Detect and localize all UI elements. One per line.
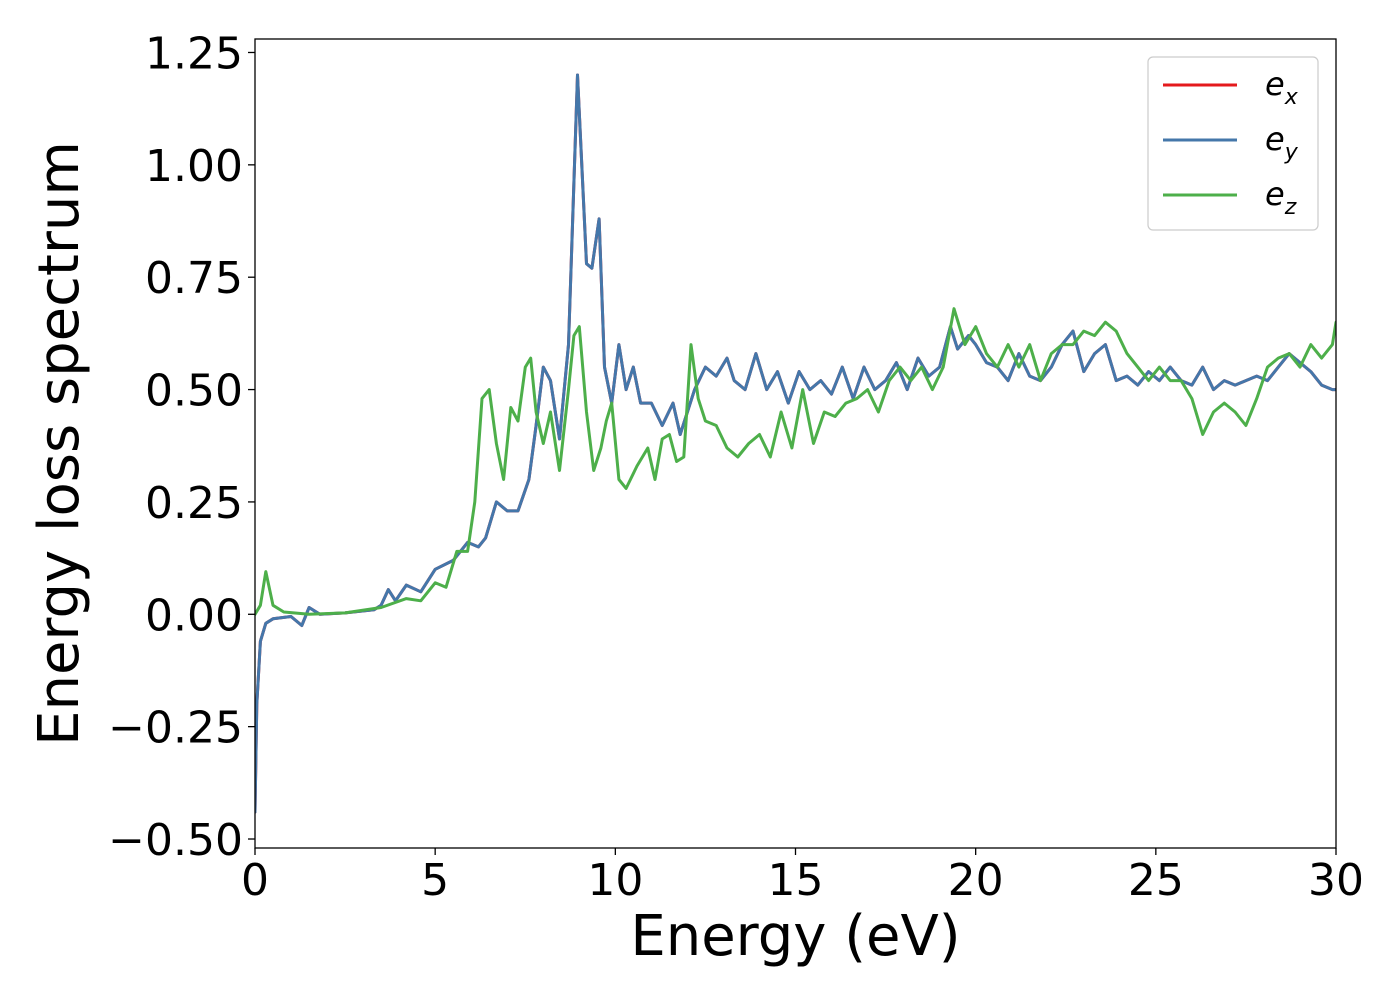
y-tick-label: 0.50 <box>145 366 243 417</box>
legend: ex ey ez <box>1147 56 1319 231</box>
x-tick-label: 5 <box>421 855 449 906</box>
x-axis-title: Energy (eV) <box>630 904 960 969</box>
x-tick-label: 10 <box>587 855 643 906</box>
y-tick-label: −0.25 <box>108 703 243 754</box>
x-tick-label: 20 <box>948 855 1004 906</box>
y-tick-label: 1.00 <box>145 141 243 192</box>
legend-label-z: ez <box>1265 175 1297 220</box>
series-line-z <box>255 307 1336 616</box>
x-tick-label: 0 <box>241 855 269 906</box>
legend-label-x: ex <box>1265 65 1299 110</box>
x-tick-label: 30 <box>1308 855 1364 906</box>
y-tick-label: 0.75 <box>145 253 243 304</box>
x-tick-label: 15 <box>768 855 824 906</box>
series-layer <box>255 73 1336 814</box>
axes-layer: 0 5 10 15 20 25 30 −0.50 −0.25 0.00 0.25 0.50 0.75 1.… <box>108 28 1364 906</box>
legend-box <box>1147 56 1319 231</box>
x-tick-label: 25 <box>1128 855 1184 906</box>
legend-label-y: ey <box>1265 120 1299 165</box>
y-tick-label: 1.25 <box>145 28 243 79</box>
y-tick-label: 0.25 <box>145 478 243 529</box>
y-axis-title: Energy loss spectrum <box>27 141 92 746</box>
y-tick-label: −0.50 <box>108 815 243 866</box>
y-tick-label: 0.00 <box>145 590 243 641</box>
